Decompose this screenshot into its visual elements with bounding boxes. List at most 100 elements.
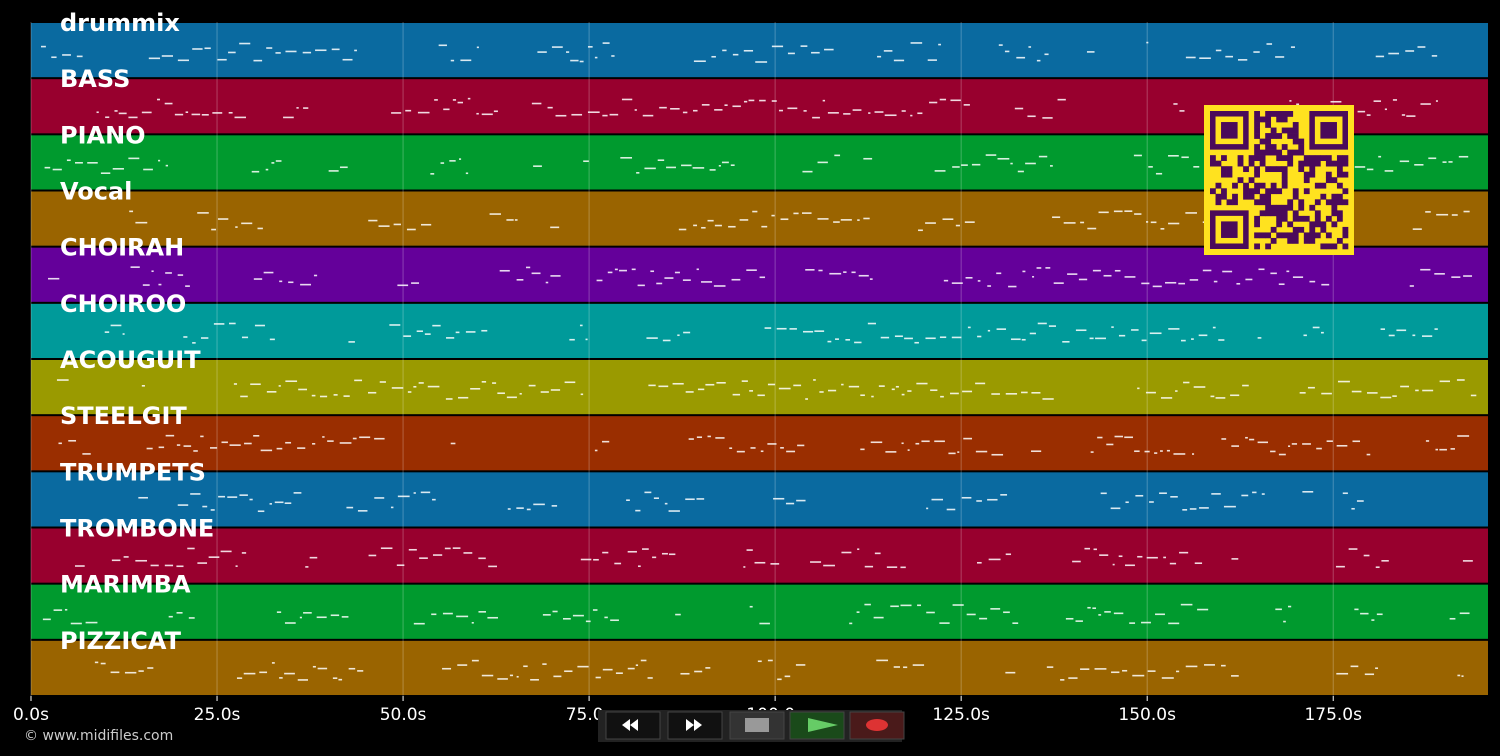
note [279, 677, 283, 679]
x-tick-label: 125.0s [932, 705, 990, 725]
note [805, 398, 808, 400]
note [1160, 397, 1173, 399]
qr-module [1270, 182, 1277, 189]
note [1118, 555, 1123, 558]
note [787, 107, 798, 110]
note [1286, 270, 1290, 273]
note [1031, 391, 1041, 394]
note [1326, 440, 1333, 442]
note [1371, 619, 1375, 621]
qr-module [1248, 160, 1255, 167]
note [1275, 608, 1282, 611]
qr-module [1276, 204, 1283, 211]
note [1124, 436, 1133, 439]
note [1193, 166, 1200, 168]
note [642, 114, 654, 117]
note [692, 109, 698, 112]
note [819, 391, 824, 393]
note [583, 160, 589, 163]
note [550, 389, 561, 391]
note [157, 98, 161, 101]
note [1439, 380, 1450, 383]
note [635, 509, 641, 512]
qr-module [1309, 204, 1316, 211]
note [74, 565, 85, 567]
qr-module [1298, 160, 1305, 167]
note [100, 172, 111, 175]
note [158, 446, 165, 449]
qr-module [1254, 188, 1260, 195]
note [143, 168, 153, 171]
note [458, 396, 469, 399]
note [1400, 385, 1409, 388]
note [1168, 222, 1180, 225]
qr-module [1210, 155, 1216, 161]
note [817, 218, 829, 220]
note [58, 442, 62, 445]
note [1249, 438, 1255, 441]
qr-module [1210, 160, 1216, 167]
qr-module [1215, 199, 1222, 206]
note [1242, 384, 1249, 387]
note [904, 337, 913, 340]
note [1302, 443, 1311, 445]
note [843, 113, 851, 115]
note [266, 391, 277, 393]
note [1399, 160, 1410, 163]
note [1461, 675, 1464, 677]
note [827, 340, 832, 343]
qr-module [1314, 160, 1321, 167]
note [432, 324, 441, 327]
note [874, 111, 884, 113]
note [609, 113, 619, 116]
note [683, 331, 691, 334]
note [647, 677, 653, 679]
note [1005, 393, 1018, 395]
note [176, 565, 184, 568]
note [407, 391, 412, 393]
note [1198, 334, 1208, 337]
note [1078, 278, 1088, 281]
note [235, 226, 238, 228]
note [607, 271, 613, 274]
note [743, 566, 746, 568]
qr-module [1254, 111, 1260, 117]
note [1291, 443, 1298, 445]
qr-module [1226, 199, 1233, 206]
note [951, 336, 962, 339]
note [197, 562, 208, 564]
qr-module [1342, 155, 1349, 161]
note [767, 383, 776, 386]
note [537, 51, 547, 53]
note [118, 112, 127, 115]
qr-module [1254, 215, 1260, 222]
note [443, 108, 450, 111]
note [714, 109, 723, 111]
qr-module [1265, 204, 1272, 211]
note [657, 159, 665, 162]
note [602, 42, 610, 44]
qr-module [1254, 243, 1260, 250]
qr-module [1336, 193, 1343, 200]
note [389, 324, 401, 326]
note [1181, 339, 1186, 342]
qr-module [1314, 210, 1321, 217]
note [1384, 170, 1394, 172]
qr-module [1342, 243, 1349, 250]
note [1261, 493, 1265, 495]
qr-module [1281, 116, 1288, 123]
qr-module [1265, 193, 1272, 200]
note [1336, 672, 1349, 675]
note [460, 59, 472, 62]
qr-module [1232, 182, 1238, 189]
note [111, 559, 121, 562]
qr-module [1265, 122, 1272, 128]
note [1029, 332, 1036, 335]
note [1336, 444, 1348, 447]
note [1425, 211, 1431, 213]
qr-module [1281, 215, 1288, 222]
note [849, 622, 853, 625]
note [1211, 493, 1221, 495]
note [555, 114, 567, 117]
note [925, 337, 936, 340]
